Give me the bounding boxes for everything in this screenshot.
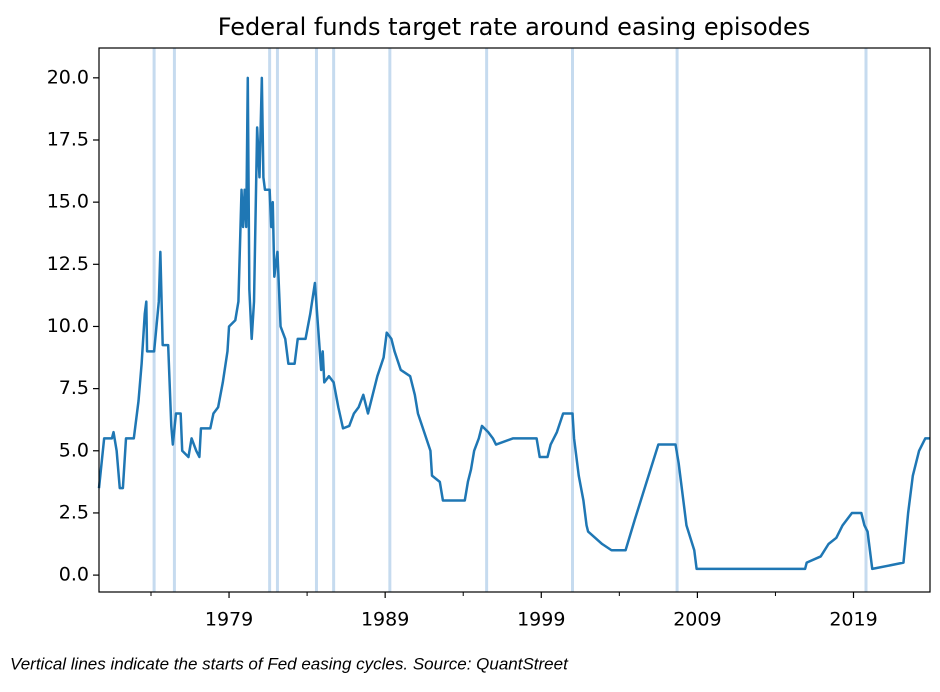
y-tick-label: 12.5 [47, 253, 89, 275]
x-tick-label: 1989 [361, 609, 409, 631]
y-tick-label: 0.0 [59, 564, 89, 586]
x-tick-label: 1979 [205, 609, 253, 631]
x-tick-label: 1999 [517, 609, 565, 631]
rate-line [97, 76, 930, 571]
y-tick-label: 2.5 [59, 501, 89, 523]
x-tick-label: 2009 [673, 609, 721, 631]
chart-title: Federal funds target rate around easing … [218, 13, 810, 41]
y-tick-label: 15.0 [47, 191, 89, 213]
y-tick-label: 10.0 [47, 315, 89, 337]
x-tick-label: 2019 [829, 609, 877, 631]
y-tick-label: 5.0 [59, 439, 89, 461]
y-tick-label: 20.0 [47, 66, 89, 88]
caption: Vertical lines indicate the starts of Fe… [10, 654, 569, 673]
axes-frame [98, 47, 931, 593]
y-tick-label: 17.5 [47, 128, 89, 150]
y-tick-label: 7.5 [59, 377, 89, 399]
